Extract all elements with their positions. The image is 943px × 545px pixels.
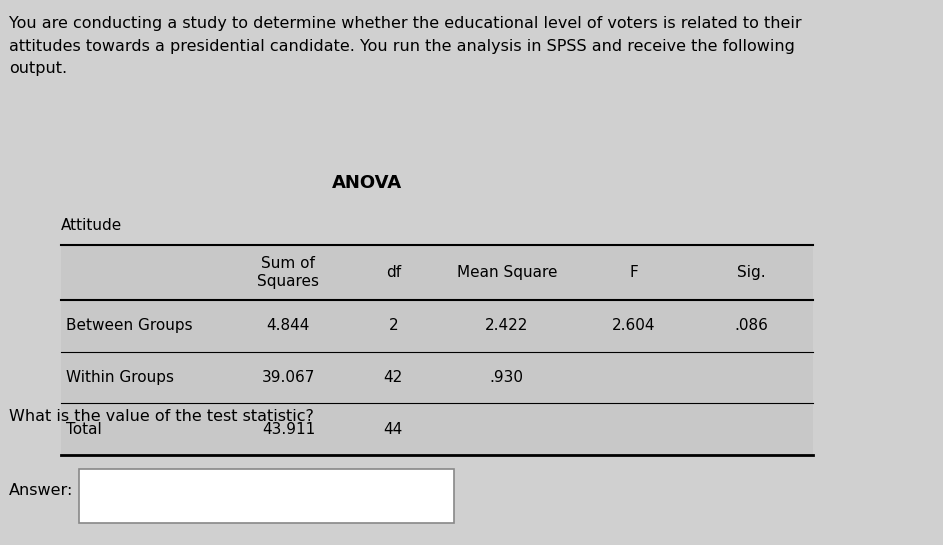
Text: What is the value of the test statistic?: What is the value of the test statistic? bbox=[8, 409, 314, 424]
Text: Between Groups: Between Groups bbox=[66, 318, 192, 333]
Text: Total: Total bbox=[66, 422, 101, 437]
Text: Within Groups: Within Groups bbox=[66, 370, 174, 385]
Text: Answer:: Answer: bbox=[8, 483, 74, 498]
FancyBboxPatch shape bbox=[78, 469, 455, 523]
Text: F: F bbox=[629, 265, 638, 280]
Text: 2: 2 bbox=[389, 318, 398, 333]
Text: df: df bbox=[386, 265, 401, 280]
Text: 2.604: 2.604 bbox=[612, 318, 655, 333]
Text: 2.422: 2.422 bbox=[485, 318, 528, 333]
Text: Attitude: Attitude bbox=[61, 218, 123, 233]
Text: 43.911: 43.911 bbox=[262, 422, 315, 437]
Text: ANOVA: ANOVA bbox=[332, 174, 402, 192]
Text: Sum of
Squares: Sum of Squares bbox=[257, 256, 320, 289]
Text: Sig.: Sig. bbox=[737, 265, 766, 280]
Text: 39.067: 39.067 bbox=[262, 370, 315, 385]
Text: 44: 44 bbox=[384, 422, 403, 437]
Text: You are conducting a study to determine whether the educational level of voters : You are conducting a study to determine … bbox=[8, 16, 802, 76]
Text: Mean Square: Mean Square bbox=[456, 265, 557, 280]
Text: .086: .086 bbox=[735, 318, 769, 333]
Text: .930: .930 bbox=[489, 370, 524, 385]
FancyBboxPatch shape bbox=[61, 245, 813, 455]
Text: 42: 42 bbox=[384, 370, 403, 385]
Text: 4.844: 4.844 bbox=[267, 318, 310, 333]
